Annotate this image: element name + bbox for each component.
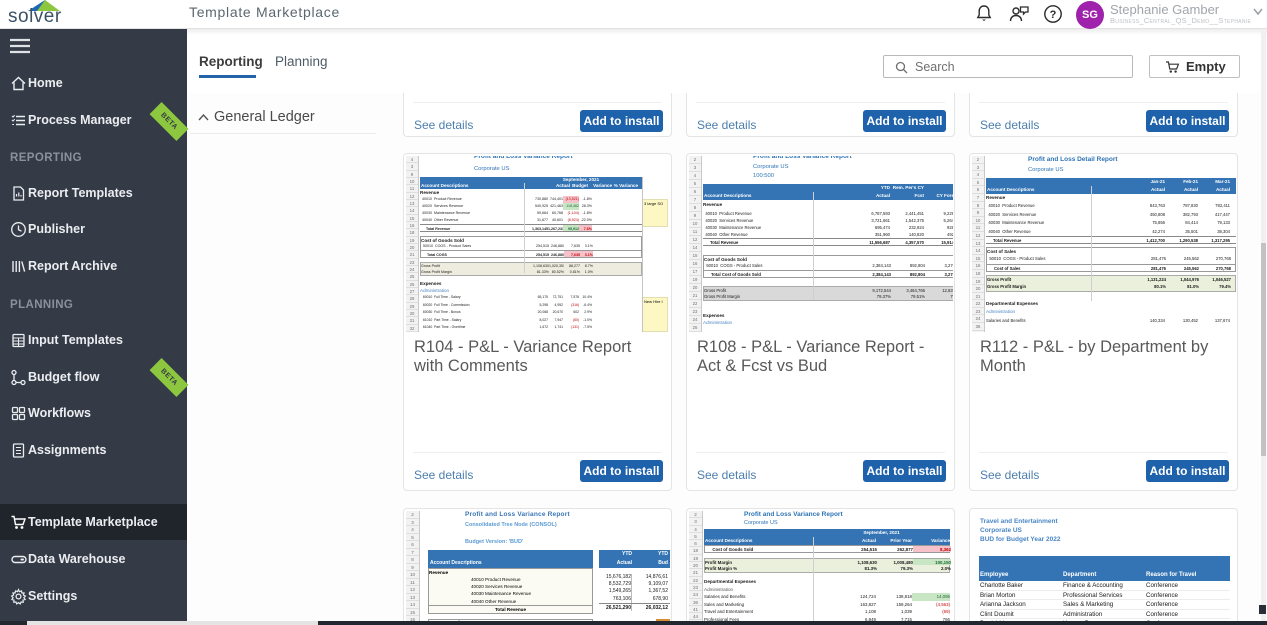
svg-text:?: ? [1050,9,1057,21]
